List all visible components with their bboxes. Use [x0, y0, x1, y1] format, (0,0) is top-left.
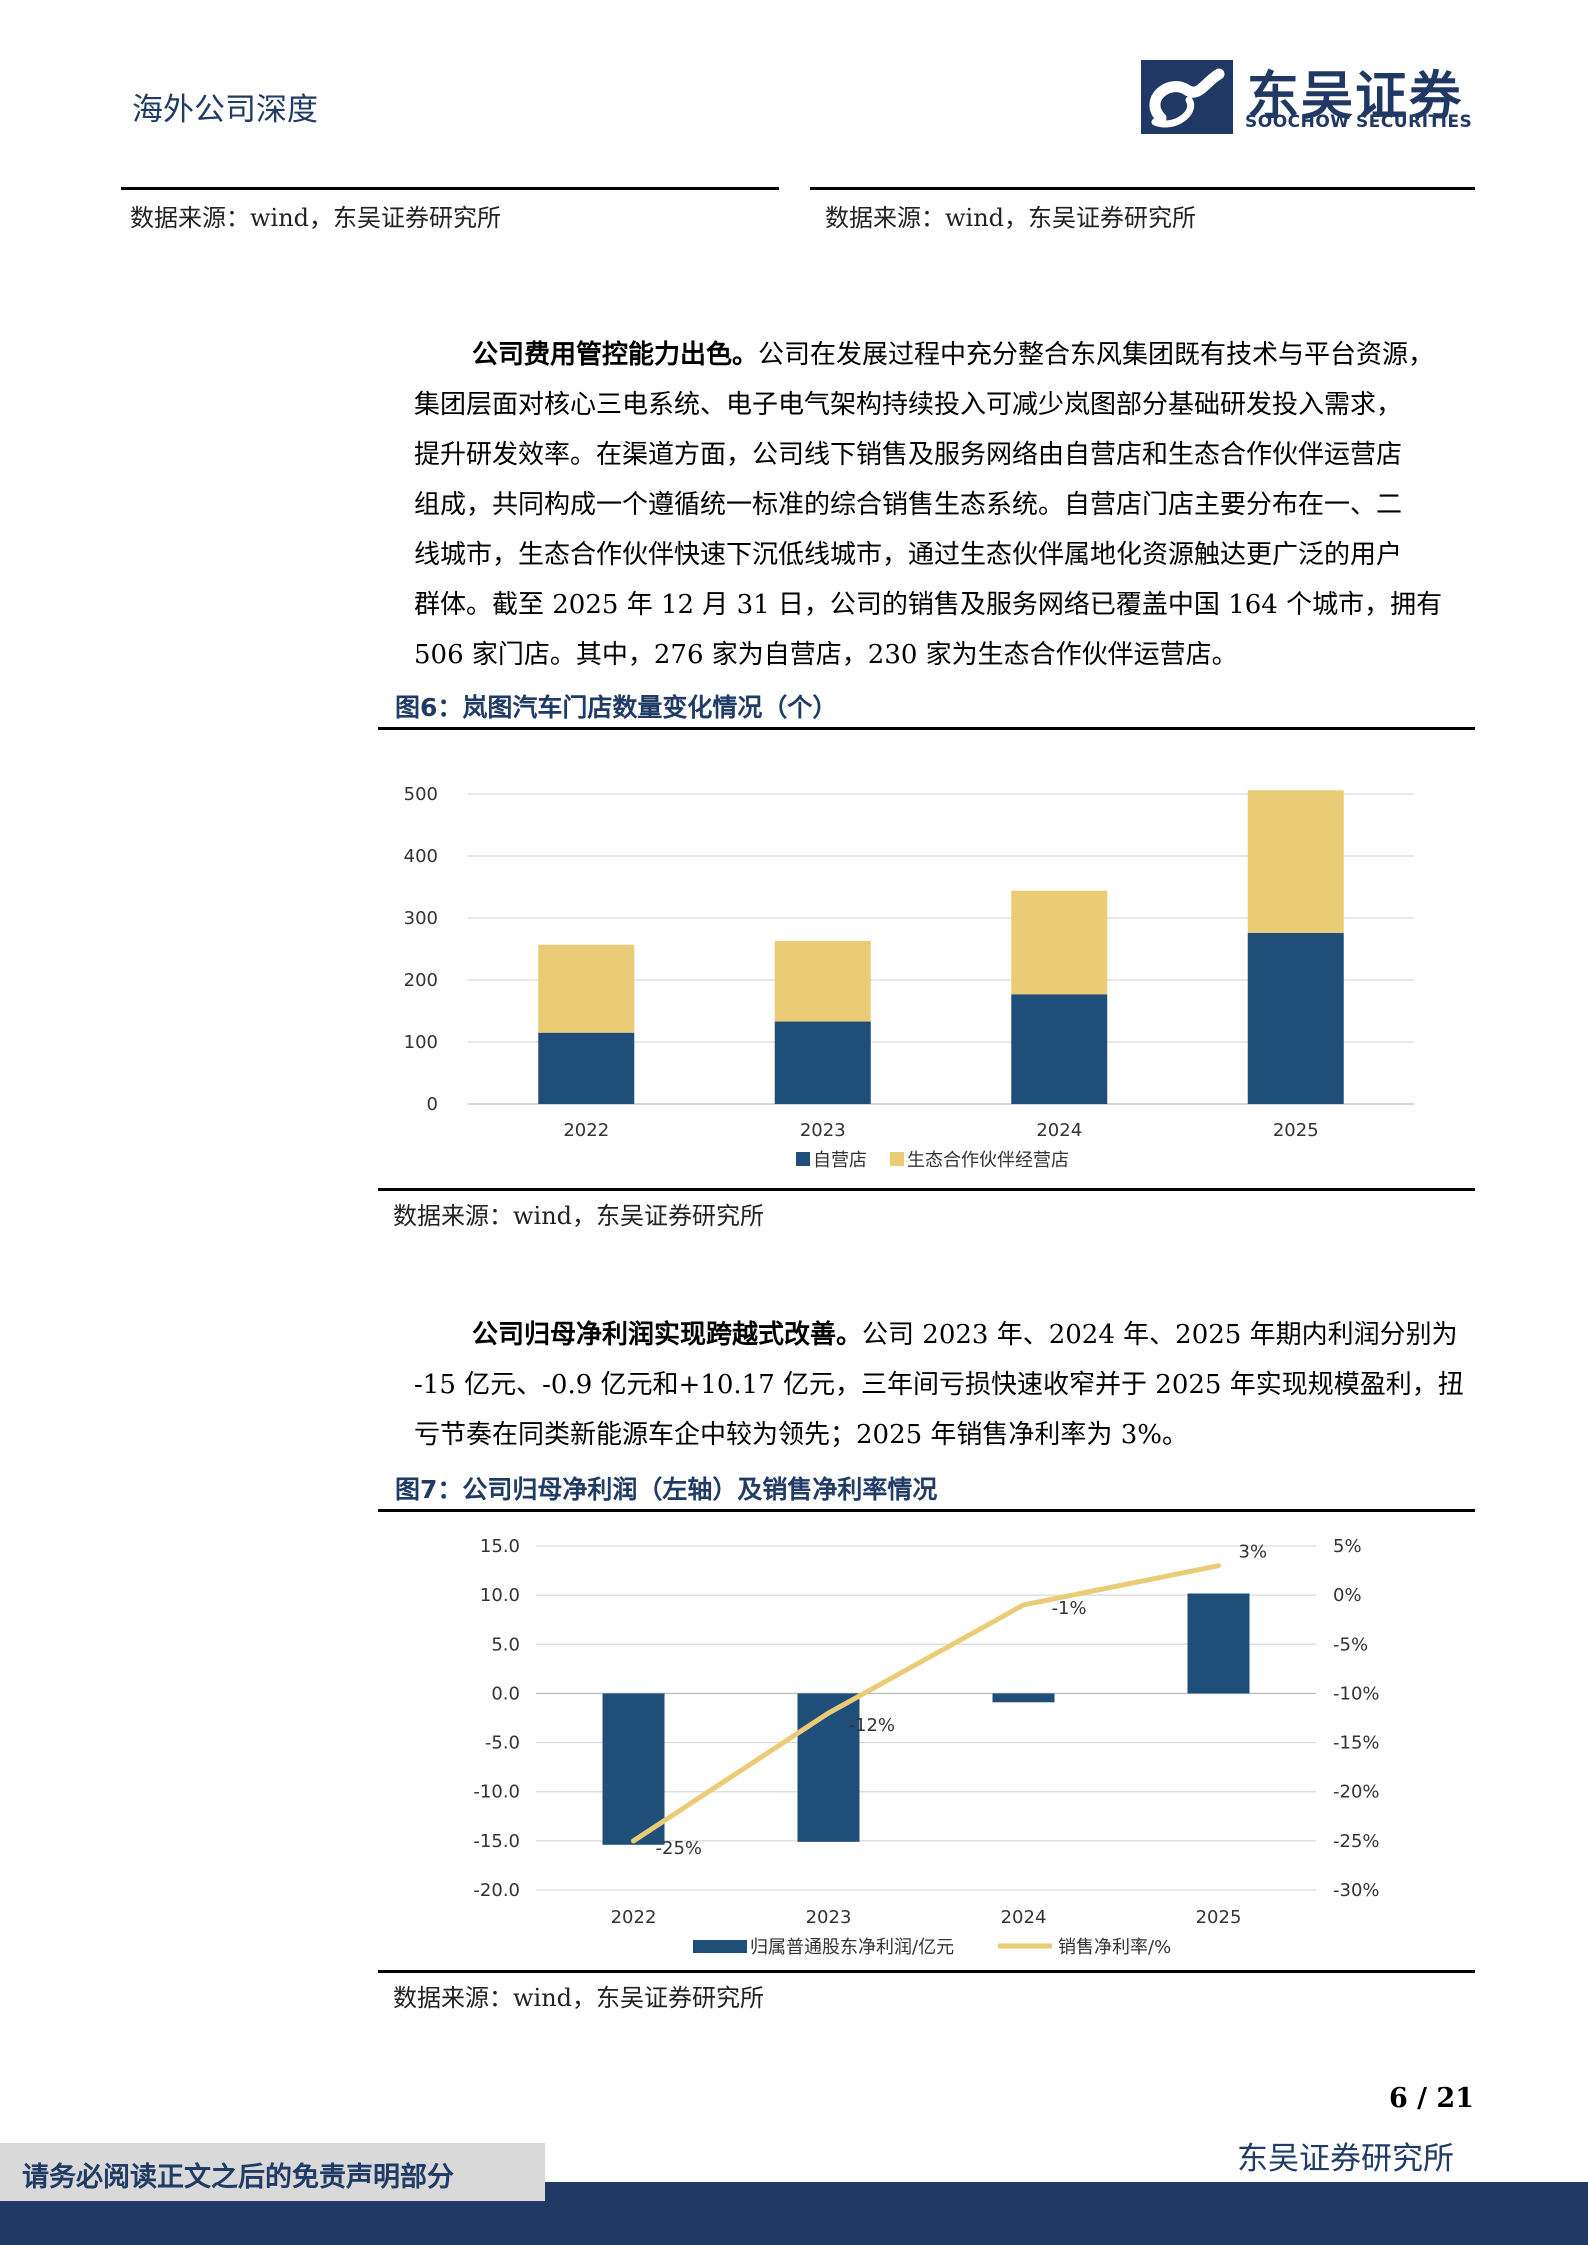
y-left-tick-label: 5.0: [491, 1634, 520, 1655]
y-right-tick-label: 5%: [1333, 1536, 1362, 1557]
disclaimer-box: 请务必阅读正文之后的免责声明部分: [0, 2143, 545, 2201]
x-tick-label: 2022: [563, 1120, 609, 1141]
y-left-tick-label: -15.0: [473, 1831, 520, 1852]
y-right-tick-label: 0%: [1333, 1585, 1362, 1606]
soochow-logo: 东吴证券 SOOCHOW SECURITIES: [1141, 60, 1481, 140]
y-tick-label: 300: [404, 908, 438, 929]
fig7-bottom-rule: [378, 1970, 1475, 1973]
bar-1-2024: [1011, 890, 1108, 995]
para1-line-0: 公司费用管控能力出色。公司在发展过程中充分整合东风集团既有技术与平台资源，: [472, 340, 1435, 370]
line-data-label: 3%: [1239, 1542, 1268, 1563]
line-data-label: -1%: [1052, 1598, 1087, 1619]
net-margin-line: [631, 1563, 1221, 1844]
legend-swatch: [796, 1152, 810, 1166]
y-right-tick-label: -5%: [1333, 1634, 1368, 1655]
fig7-top-rule: [378, 1509, 1475, 1512]
y-tick-label: 200: [404, 970, 438, 991]
footer-institute: 东吴证券研究所: [1237, 2141, 1454, 2177]
para1-line-1: 集团层面对核心三电系统、电子电气架构持续投入可减少岚图部分基础研发投入需求，: [414, 390, 1403, 420]
y-left-tick-label: -20.0: [473, 1880, 520, 1901]
paragraph-cost-control: 公司费用管控能力出色。公司在发展过程中充分整合东风集团既有技术与平台资源， 集团…: [414, 330, 1474, 680]
fig6-stacked-bar-chart: 0 100 200 300 400 500 2022 2023 2024 2025 自营店 生态合作伙…: [404, 784, 1414, 1171]
x-tick-label: 2023: [806, 1907, 852, 1928]
bar-0-2022: [538, 1032, 635, 1104]
x-tick-label: 2025: [1273, 1120, 1319, 1141]
para1-line-6: 506 家门店。其中，276 家为自营店，230 家为生态合作伙伴运营店。: [414, 640, 1238, 670]
y-tick-label: 400: [404, 846, 438, 867]
fig6-source: 数据来源：wind，东吴证券研究所: [393, 1202, 765, 1230]
fig7-title: 图7：公司归母净利润（左轴）及销售净利率情况: [395, 1475, 938, 1504]
fig6-bottom-rule: [378, 1188, 1475, 1191]
top-right-rule: [810, 187, 1475, 190]
x-tick-label: 2025: [1196, 1907, 1242, 1928]
y-left-tick-label: 10.0: [480, 1585, 520, 1606]
fig7-source: 数据来源：wind，东吴证券研究所: [393, 1984, 765, 2012]
header-title: 海外公司深度: [132, 92, 318, 128]
top-left-source: 数据来源：wind，东吴证券研究所: [130, 204, 502, 232]
bar-0-2024: [1011, 994, 1108, 1104]
y-right-tick-label: -25%: [1333, 1831, 1380, 1852]
y-right-tick-label: -15%: [1333, 1733, 1380, 1754]
x-tick-label: 2022: [611, 1907, 657, 1928]
y-right-tick-label: -20%: [1333, 1782, 1380, 1803]
para1-line-4: 线城市，生态合作伙伴快速下沉低线城市，通过生态伙伴属地化资源触达更广泛的用户: [414, 540, 1403, 570]
fig6-top-rule: [378, 727, 1475, 730]
para1-line-3: 组成，共同构成一个遵循统一标准的综合销售生态系统。自营店门店主要分布在一、二: [414, 490, 1403, 520]
para1-line-5: 群体。截至 2025 年 12 月 31 日，公司的销售及服务网络已覆盖中国 1…: [414, 590, 1443, 620]
para2-lead: 公司归母净利润实现跨越式改善。: [472, 1320, 863, 1350]
logo-chinese-name: 东吴证券: [1247, 67, 1464, 127]
legend-label: 自营店: [813, 1150, 867, 1171]
para1-line-2: 提升研发效率。在渠道方面，公司线下销售及服务网络由自营店和生态合作伙伴运营店: [414, 440, 1403, 470]
x-tick-label: 2024: [1001, 1907, 1047, 1928]
bar-0-2025: [1247, 932, 1344, 1104]
paragraph-net-profit: 公司归母净利润实现跨越式改善。公司 2023 年、2024 年、2025 年期内…: [414, 1310, 1474, 1460]
y-left-tick-label: 0.0: [491, 1683, 520, 1704]
bar-2023: [797, 1693, 860, 1842]
soochow-logo-mark-icon: [1141, 60, 1233, 134]
top-right-source: 数据来源：wind，东吴证券研究所: [825, 204, 1197, 232]
y-tick-label: 500: [404, 784, 438, 805]
y-left-tick-label: -10.0: [473, 1782, 520, 1803]
page-number: 6 / 21: [1388, 2083, 1474, 2114]
bar-2022: [602, 1693, 665, 1845]
para1-lead: 公司费用管控能力出色。: [472, 340, 759, 370]
logo-english-name: SOOCHOW SECURITIES: [1245, 112, 1473, 132]
x-tick-label: 2024: [1036, 1120, 1082, 1141]
y-left-tick-label: 15.0: [480, 1536, 520, 1557]
legend-label: 销售净利率/%: [1058, 1937, 1171, 1958]
legend-swatch: [890, 1152, 904, 1166]
legend-label: 生态合作伙伴经营店: [907, 1150, 1069, 1171]
y-right-tick-label: -10%: [1333, 1683, 1380, 1704]
line-data-label: -25%: [656, 1838, 703, 1859]
line-data-label: -12%: [849, 1715, 896, 1736]
bar-1-2022: [538, 944, 635, 1033]
fig6-title: 图6：岚图汽车门店数量变化情况（个）: [395, 693, 838, 722]
y-left-tick-label: -5.0: [485, 1733, 520, 1754]
disclaimer-text: 请务必阅读正文之后的免责声明部分: [22, 2162, 454, 2193]
y-tick-label: 100: [404, 1032, 438, 1053]
y-tick-label: 0: [427, 1094, 438, 1115]
y-right-tick-label: -30%: [1333, 1880, 1380, 1901]
legend-label: 归属普通股东净利润/亿元: [750, 1937, 954, 1958]
top-left-rule: [121, 187, 779, 190]
para2-line-1: -15 亿元、-0.9 亿元和+10.17 亿元，三年间亏损快速收窄并于 202…: [414, 1370, 1464, 1400]
bar-1-2023: [774, 940, 871, 1022]
para2-line-2: 亏节奏在同类新能源车企中较为领先；2025 年销售净利率为 3%。: [414, 1420, 1188, 1450]
bar-1-2025: [1247, 790, 1344, 933]
bar-0-2023: [774, 1021, 871, 1104]
bar-2025: [1187, 1593, 1250, 1694]
bar-2024: [992, 1693, 1055, 1703]
legend-swatch: [693, 1940, 747, 1953]
x-tick-label: 2023: [800, 1120, 846, 1141]
fig7-combo-chart: 15.0 5% 10.0 0% 5.0 -5% 0.0 -10% -5.0 -15% -10.0 -2…: [473, 1536, 1380, 1958]
para2-line-0: 公司归母净利润实现跨越式改善。公司 2023 年、2024 年、2025 年期内…: [472, 1320, 1458, 1350]
